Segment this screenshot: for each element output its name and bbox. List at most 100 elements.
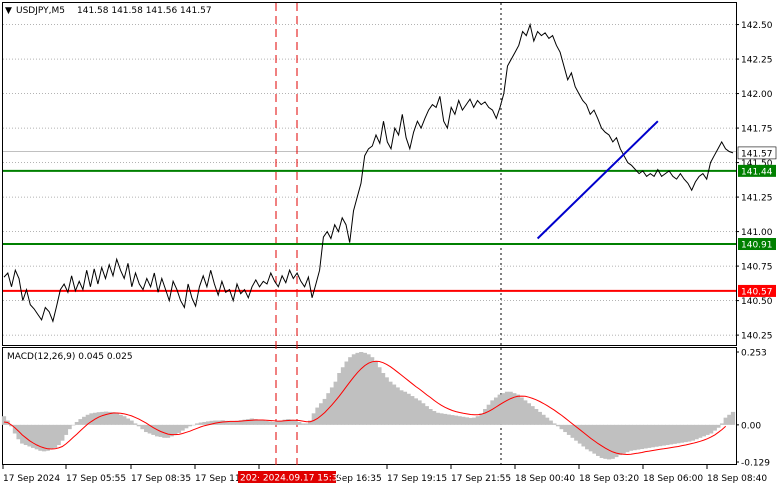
chart-dropdown-icon[interactable]: ▼ (5, 6, 12, 16)
macd-bar (566, 424, 572, 435)
macd-bar (424, 406, 429, 425)
level-lines (3, 169, 736, 292)
macd-bar (85, 414, 90, 425)
macd-bar (151, 424, 156, 435)
macd-bar (709, 424, 714, 434)
macd-bar (34, 424, 39, 450)
macd-bar (154, 424, 160, 437)
current-price-tag (737, 146, 777, 160)
time-tick-label: 17 Sep 05:55 (66, 474, 126, 484)
macd-bar (716, 424, 721, 428)
macd-label: MACD(12,26,9) 0.045 0.025 (7, 352, 133, 362)
macd-bar (537, 411, 542, 425)
macd-bar (431, 411, 437, 425)
macd-bar (679, 424, 685, 443)
macd-bar (563, 424, 568, 433)
price-tick-label: 140.25 (741, 332, 773, 342)
symbol-label: USDJPY,M5 (16, 6, 65, 16)
macd-bar (136, 424, 141, 427)
macd-bar (479, 413, 484, 425)
macd-bar (581, 424, 586, 447)
macd-bar (355, 352, 360, 425)
macd-bar (351, 354, 357, 425)
macd-bar (701, 424, 706, 437)
price-tick-label: 142.50 (741, 21, 773, 31)
macd-bar (384, 377, 389, 425)
macd-bar (373, 361, 378, 425)
macd-bar (122, 416, 127, 425)
macd-bar (74, 421, 80, 425)
macd-signal-line (3, 360, 727, 456)
macd-bar (366, 354, 371, 425)
macd-bar (665, 424, 670, 446)
cursor-date-tag (238, 471, 336, 483)
macd-bar (548, 420, 553, 425)
price-tick-label: 141.25 (741, 194, 773, 204)
level-tags: 141.44 140.91 140.57 141.57 (737, 146, 777, 297)
macd-bar (169, 424, 174, 437)
macd-bar (173, 424, 178, 435)
macd-bar (249, 418, 254, 425)
macd-bar (380, 373, 386, 425)
macd-bar (410, 396, 415, 425)
level-tag (738, 238, 776, 251)
macd-bar (165, 424, 171, 438)
macd-bar (111, 412, 116, 425)
macd-bar (187, 424, 193, 427)
price-axis: 142.50 142.25 142.00 141.75 141.50 141.25 141.… (736, 21, 773, 342)
macd-bar (468, 417, 473, 425)
macd-bar (333, 381, 338, 425)
macd-bar (275, 421, 280, 425)
macd-bar (555, 424, 561, 427)
macd-bar (340, 367, 346, 425)
macd-bar (180, 424, 185, 431)
macd-bar (723, 417, 728, 425)
macd-bar (308, 420, 313, 425)
macd-bar (27, 424, 32, 447)
macd-bar (417, 400, 422, 425)
macd-bar (286, 419, 291, 425)
price-pane[interactable] (2, 2, 737, 346)
macd-bar (541, 414, 546, 425)
price-tick-label: 141.75 (741, 125, 773, 135)
macd-bar (395, 387, 400, 425)
macd-bar (475, 416, 480, 425)
macd-bar (712, 424, 717, 431)
macd-bar (625, 424, 630, 453)
macd-bar (260, 420, 265, 425)
current-price-tag-label: 141.57 (741, 149, 773, 159)
macd-bar (191, 424, 196, 426)
macd-bar (103, 411, 109, 425)
macd-bar (227, 421, 233, 425)
macd-bar (435, 412, 440, 425)
macd-bar (497, 394, 502, 425)
macd-bar (450, 415, 455, 425)
macd-bar (315, 407, 320, 425)
macd-bar (242, 419, 247, 425)
macd-bar (38, 424, 43, 451)
macd-bar (224, 420, 229, 425)
macd-bar (12, 424, 18, 434)
macd-bar (318, 403, 324, 425)
macd-bar (592, 424, 597, 454)
macd-bar (359, 352, 364, 425)
macd-bar (727, 414, 732, 425)
macd-bar (490, 400, 495, 425)
macd-bar (461, 416, 466, 425)
macd-bar (271, 421, 276, 425)
macd-bar (574, 424, 579, 441)
macd-bar (238, 420, 244, 425)
macd-bar (67, 424, 72, 430)
macd-bar (606, 424, 612, 460)
macd-bar (31, 424, 36, 448)
macd-bar (544, 417, 550, 425)
macd-bar (650, 424, 655, 448)
macd-bar (628, 424, 634, 451)
macd-bar (253, 419, 258, 425)
macd-bar (348, 357, 353, 425)
macd-bar (719, 423, 725, 425)
time-tick-label: 18 Sep 08:40 (707, 474, 767, 484)
macd-bar (118, 414, 123, 425)
macd-histogram (1, 352, 736, 460)
